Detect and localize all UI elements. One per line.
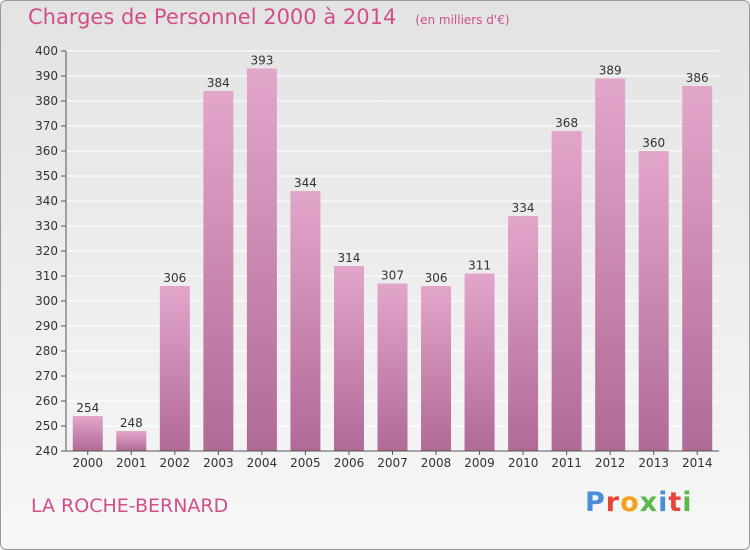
data-label: 389	[599, 64, 622, 78]
bar	[159, 286, 190, 451]
x-tick-label: 2012	[595, 456, 626, 470]
bar	[203, 91, 234, 451]
data-label: 368	[555, 116, 578, 130]
bar	[377, 283, 408, 451]
commune-name: LA ROCHE-BERNARD	[31, 495, 229, 517]
x-tick-label: 2014	[682, 456, 713, 470]
bars-layer	[72, 68, 713, 451]
y-tick-label: 250	[35, 419, 58, 433]
data-label: 344	[294, 176, 317, 190]
data-label: 386	[686, 71, 709, 85]
x-tick-label: 2002	[160, 456, 191, 470]
data-label: 254	[76, 401, 99, 415]
data-label: 311	[468, 259, 491, 273]
y-tick-label: 330	[35, 219, 58, 233]
axis-layer: 240 250 260 270 280 290 300 310 320 330 340 350 360 3…	[35, 44, 719, 470]
data-label: 306	[163, 271, 186, 285]
y-tick-label: 340	[35, 194, 58, 208]
y-tick-label: 320	[35, 244, 58, 258]
logo-letter: P	[585, 487, 606, 518]
logo-letter: r	[605, 487, 621, 518]
bar	[290, 191, 321, 451]
x-tick-label: 2006	[334, 456, 365, 470]
logo-letter: o	[620, 487, 640, 518]
bar	[116, 431, 147, 451]
x-tick-label: 2007	[377, 456, 408, 470]
logo-letter: i	[682, 487, 693, 518]
bar	[508, 216, 539, 451]
logo-letter: t	[668, 487, 683, 518]
bar	[72, 416, 103, 451]
logo-letter: i	[658, 487, 669, 518]
bar	[421, 286, 452, 451]
y-tick-label: 290	[35, 319, 58, 333]
y-tick-label: 300	[35, 294, 58, 308]
y-tick-label: 310	[35, 269, 58, 283]
data-label: 307	[381, 269, 404, 283]
data-label: 334	[512, 201, 535, 215]
title-row: Charges de Personnel 2000 à 2014 (en mil…	[28, 5, 510, 29]
y-tick-label: 360	[35, 144, 58, 158]
data-label: 248	[120, 416, 143, 430]
bar	[682, 86, 713, 451]
data-label: 314	[338, 251, 361, 265]
x-tick-label: 2010	[508, 456, 539, 470]
proxiti-logo: Proxiti	[585, 487, 693, 518]
y-tick-label: 270	[35, 369, 58, 383]
x-tick-label: 2009	[464, 456, 495, 470]
y-tick-label: 390	[35, 69, 58, 83]
x-tick-label: 2001	[116, 456, 147, 470]
y-tick-label: 280	[35, 344, 58, 358]
logo-letter: x	[639, 487, 659, 518]
y-tick-label: 380	[35, 94, 58, 108]
data-label: 360	[642, 136, 665, 150]
y-tick-label: 400	[35, 44, 58, 58]
bar	[464, 273, 495, 451]
x-tick-label: 2013	[638, 456, 669, 470]
x-tick-label: 2000	[72, 456, 103, 470]
y-tick-label: 350	[35, 169, 58, 183]
x-tick-label: 2003	[203, 456, 234, 470]
x-tick-label: 2011	[551, 456, 582, 470]
chart-title: Charges de Personnel 2000 à 2014	[28, 5, 397, 29]
labels-layer: 254 248 306 384 393 344 314 307 306 311 334 368 389 3…	[76, 54, 708, 431]
bar	[551, 131, 582, 451]
bar	[246, 68, 277, 451]
bar	[638, 151, 669, 451]
chart-subtitle: (en milliers d'€)	[415, 13, 510, 27]
y-tick-label: 370	[35, 119, 58, 133]
x-tick-label: 2004	[247, 456, 278, 470]
x-tick-label: 2005	[290, 456, 321, 470]
bar	[333, 266, 364, 451]
data-label: 384	[207, 76, 230, 90]
data-label: 306	[425, 271, 448, 285]
x-tick-label: 2008	[421, 456, 452, 470]
bar	[595, 78, 626, 451]
data-label: 393	[250, 54, 273, 68]
y-tick-label: 260	[35, 394, 58, 408]
y-tick-label: 240	[35, 444, 58, 458]
